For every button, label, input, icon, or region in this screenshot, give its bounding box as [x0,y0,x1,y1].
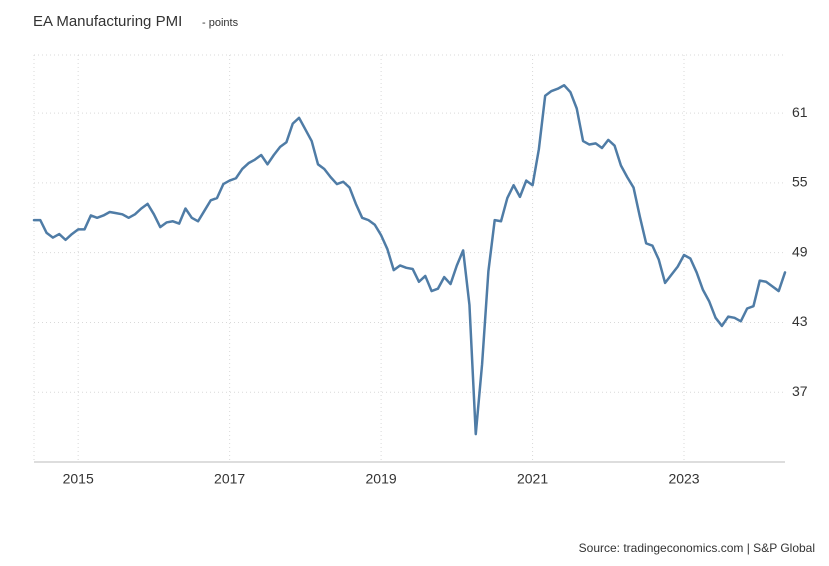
y-tick-label: 49 [792,243,808,259]
y-tick-label: 61 [792,104,808,120]
x-tick-label: 2017 [214,471,245,487]
chart-title: EA Manufacturing PMI [33,13,182,30]
y-tick-label: 55 [792,174,808,190]
chart-subtitle: - points [202,17,239,29]
y-tick-label: 37 [792,383,808,399]
x-tick-label: 2021 [517,471,548,487]
x-tick-label: 2023 [668,471,699,487]
x-tick-label: 2019 [366,471,397,487]
source-note: Source: tradingeconomics.com | S&P Globa… [579,541,815,555]
x-tick-label: 2015 [63,471,94,487]
data-line [32,83,787,436]
y-tick-label: 43 [792,313,808,329]
